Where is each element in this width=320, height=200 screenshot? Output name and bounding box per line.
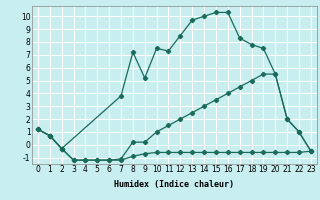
X-axis label: Humidex (Indice chaleur): Humidex (Indice chaleur) (115, 180, 234, 189)
